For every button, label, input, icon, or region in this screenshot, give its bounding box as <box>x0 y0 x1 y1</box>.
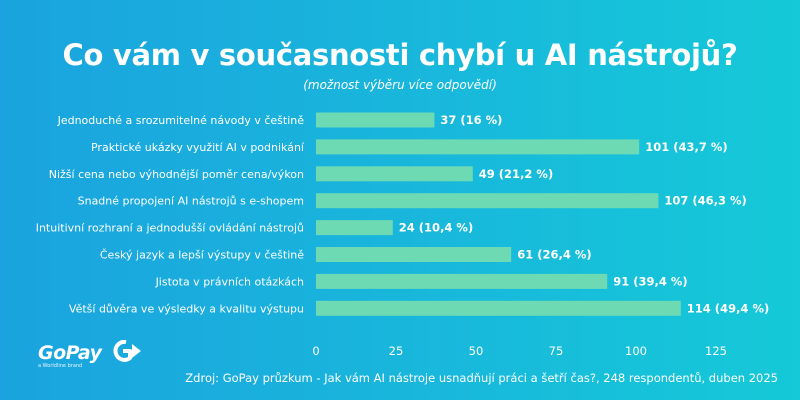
x-tick-label: 75 <box>549 344 564 358</box>
category-label: Nižší cena nebo výhodnější poměr cena/vý… <box>49 168 304 181</box>
category-label: Praktické ukázky využití AI v podnikání <box>91 141 305 154</box>
data-label: 91 (39,4 %) <box>613 274 687 288</box>
data-label: 107 (46,3 %) <box>664 194 746 208</box>
data-label: 61 (26,4 %) <box>517 248 591 262</box>
category-label: Český jazyk a lepší výstupy v češtině <box>100 249 304 262</box>
logo-text: GoPay <box>38 342 102 364</box>
data-label: 49 (21,2 %) <box>479 167 553 181</box>
x-tick-label: 50 <box>469 344 484 358</box>
x-tick-label: 125 <box>705 344 727 358</box>
category-label: Větší důvěra ve výsledky a kvalitu výstu… <box>69 302 304 315</box>
bar <box>316 193 659 209</box>
data-label: 114 (49,4 %) <box>687 301 769 315</box>
category-label: Intuitivní rozhraní a jednodušší ovládán… <box>36 222 304 235</box>
gopay-logo: GoPay a Worldline brand <box>38 339 142 369</box>
bar <box>316 139 640 155</box>
x-tick-label: 0 <box>312 344 319 358</box>
logo-tagline: a Worldline brand <box>38 363 83 369</box>
data-label: 24 (10,4 %) <box>399 221 473 235</box>
bar <box>316 273 608 289</box>
chart-title: Co vám v současnosti chybí u AI nástrojů… <box>62 38 738 72</box>
bar <box>316 112 435 128</box>
category-label: Snadné propojení AI nástrojů s e-shopem <box>78 195 304 208</box>
bar <box>316 300 681 316</box>
category-label: Jednoduché a srozumitelné návody v češti… <box>57 114 305 127</box>
data-label: 101 (43,7 %) <box>645 140 727 154</box>
source-note: Zdroj: GoPay průzkum - Jak vám AI nástro… <box>185 371 778 385</box>
bar <box>316 247 512 262</box>
data-label: 37 (16 %) <box>440 113 502 127</box>
gopay-mark-icon <box>110 339 142 366</box>
x-tick-label: 100 <box>625 344 647 358</box>
category-label: Jistota v právních otázkách <box>155 275 304 288</box>
bar <box>316 220 393 236</box>
bar <box>316 166 473 182</box>
chart-subtitle: (možnost výběru více odpovědí) <box>303 78 497 92</box>
x-tick-label: 25 <box>389 344 404 358</box>
